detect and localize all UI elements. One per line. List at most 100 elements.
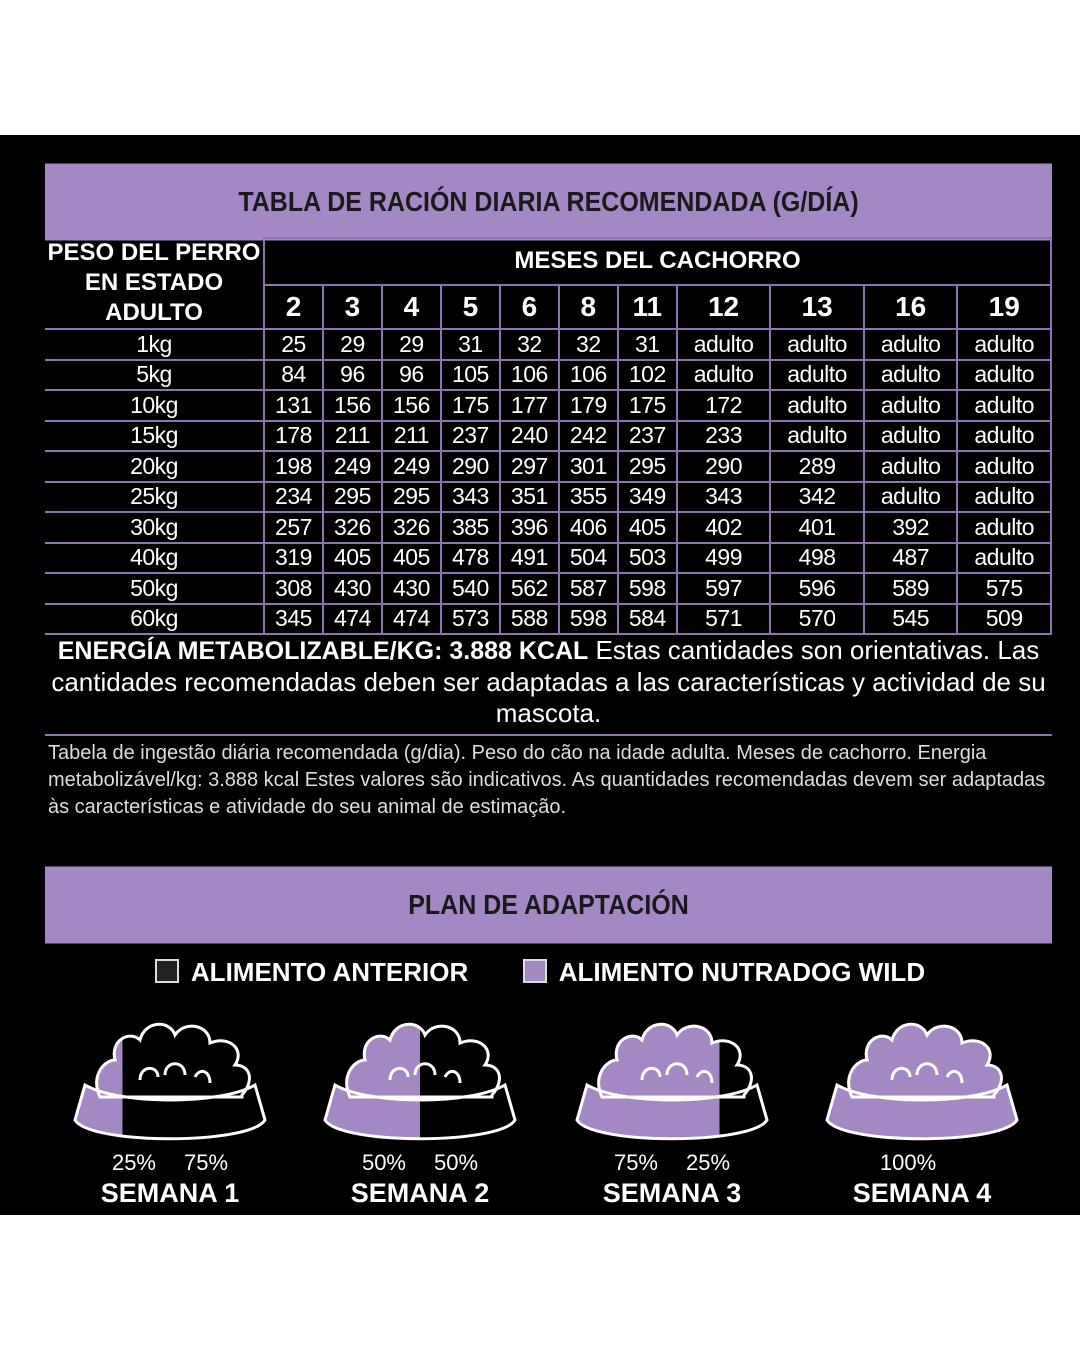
previous-food-percent: 50% xyxy=(434,1150,479,1175)
weight-cell: 10kg xyxy=(45,389,265,422)
ration-cell: 31 xyxy=(616,328,678,361)
ration-cell: 295 xyxy=(380,480,442,513)
table-row: 40kg 319 405 405 478 491 504 503 499 498 487 adulto xyxy=(45,541,1052,574)
week-label: SEMANA 4 xyxy=(852,1178,992,1208)
ration-cell: 503 xyxy=(616,541,678,574)
legend-swatch-new xyxy=(522,959,547,983)
ration-cell: 301 xyxy=(557,450,619,483)
table-row: 10kg 131 156 156 175 177 179 175 172 adulto adulto… xyxy=(45,389,1052,422)
weight-header-line2: EN ESTADO ADULTO xyxy=(84,269,224,326)
month-header: 6 xyxy=(498,283,560,331)
ration-cell: 405 xyxy=(321,541,383,574)
ration-cell: 211 xyxy=(321,419,383,452)
ration-cell: 342 xyxy=(769,480,865,513)
ration-cell: 29 xyxy=(321,328,383,361)
ration-cell: 290 xyxy=(439,450,501,483)
table-row: 30kg 257 326 326 385 396 406 405 402 401 392 adulto xyxy=(45,511,1052,544)
ration-cell: 96 xyxy=(380,358,442,391)
week-label: SEMANA 2 xyxy=(350,1178,490,1208)
new-food-percent: 75% xyxy=(613,1150,658,1175)
ration-cell: adulto xyxy=(769,419,865,452)
ration-cell: 355 xyxy=(557,480,619,513)
ration-cell: adulto xyxy=(956,480,1052,513)
ration-cell: 102 xyxy=(616,358,678,391)
ration-cell: 211 xyxy=(380,419,442,452)
table-row: 25kg 234 295 295 343 351 355 349 343 342 adulto adu… xyxy=(45,480,1052,513)
ration-cell: 156 xyxy=(380,389,442,422)
ration-cell: 105 xyxy=(439,358,501,391)
ration-cell: 297 xyxy=(498,450,560,483)
ration-cell: adulto xyxy=(956,328,1052,361)
week-bowl: 75% 25% SEMANA 3 xyxy=(572,1005,772,1209)
ration-cell: 575 xyxy=(956,572,1052,605)
week-bowl: 50% 50% SEMANA 2 xyxy=(320,1005,520,1209)
ration-cell: 106 xyxy=(557,358,619,391)
week-bowl: 100% SEMANA 4 xyxy=(822,1005,1022,1209)
week-label: SEMANA 3 xyxy=(602,1178,742,1208)
new-food-percent: 25% xyxy=(111,1150,156,1175)
month-header: 16 xyxy=(862,283,959,331)
ration-cell: adulto xyxy=(956,511,1052,544)
week-label: SEMANA 1 xyxy=(100,1178,240,1208)
month-header: 8 xyxy=(557,283,619,331)
ration-cell: 406 xyxy=(557,511,619,544)
bowl-icon xyxy=(575,1022,769,1141)
ration-cell: 319 xyxy=(263,541,324,574)
month-header: 11 xyxy=(616,283,678,331)
ration-cell: 343 xyxy=(439,480,501,513)
month-header: 19 xyxy=(956,283,1052,331)
ration-cell: 237 xyxy=(616,419,678,452)
ration-cell: 106 xyxy=(498,358,560,391)
ration-cell: adulto xyxy=(956,419,1052,452)
ration-cell: 326 xyxy=(380,511,442,544)
ration-cell: 401 xyxy=(769,511,865,544)
plan-title: PLAN DE ADAPTACIÓN xyxy=(45,866,1052,944)
weight-cell: 30kg xyxy=(45,511,265,544)
weight-cell: 50kg xyxy=(45,572,265,605)
ration-cell: 402 xyxy=(675,511,772,544)
ration-cell: 179 xyxy=(557,389,619,422)
ration-cell: 326 xyxy=(321,511,383,544)
ration-cell: adulto xyxy=(769,328,865,361)
month-header: 12 xyxy=(675,283,772,331)
month-header: 3 xyxy=(321,283,383,331)
ration-cell: 589 xyxy=(862,572,959,605)
ration-cell: 499 xyxy=(675,541,772,574)
ration-cell: 131 xyxy=(263,389,324,422)
weight-cell: 5kg xyxy=(45,358,265,391)
ration-cell: 509 xyxy=(956,602,1052,635)
ration-cell: 351 xyxy=(498,480,560,513)
bowl-icon xyxy=(825,1022,1019,1141)
ration-table: PESO DEL PERRO EN ESTADO ADULTO MESES DEL… xyxy=(45,237,1052,635)
ration-cell: 31 xyxy=(439,328,501,361)
ration-cell: adulto xyxy=(862,328,959,361)
ration-cell: 540 xyxy=(439,572,501,605)
table-row: 1kg 25 29 29 31 32 32 31 adulto adulto adulto adult… xyxy=(45,328,1052,361)
ration-cell: 430 xyxy=(380,572,442,605)
new-food-percent: 100% xyxy=(879,1150,937,1175)
legend-new: ALIMENTO NUTRADOG WILD xyxy=(558,957,926,987)
ration-cell: 405 xyxy=(380,541,442,574)
bowl-icon xyxy=(323,1022,517,1141)
weight-cell: 15kg xyxy=(45,419,265,452)
ration-cell: 343 xyxy=(675,480,772,513)
ration-cell: 487 xyxy=(862,541,959,574)
divider xyxy=(45,734,1052,736)
previous-food-percent: 25% xyxy=(686,1150,731,1175)
ration-cell: 240 xyxy=(498,419,560,452)
week-bowl: 25% 75% SEMANA 1 xyxy=(70,1005,270,1209)
ration-cell: 573 xyxy=(439,602,501,635)
ration-cell: 178 xyxy=(263,419,324,452)
ration-cell: 233 xyxy=(675,419,772,452)
ration-cell: 295 xyxy=(616,450,678,483)
legend-swatch-previous xyxy=(154,959,179,983)
ration-cell: 504 xyxy=(557,541,619,574)
ration-cell: 571 xyxy=(675,602,772,635)
table-row: 60kg 345 474 474 573 588 598 584 571 570 545 509 xyxy=(45,602,1052,635)
ration-cell: 498 xyxy=(769,541,865,574)
ration-cell: 545 xyxy=(862,602,959,635)
ration-cell: adulto xyxy=(956,389,1052,422)
feeding-guide-panel: TABLA DE RACIÓN DIARIA RECOMENDADA (G/DÍ… xyxy=(0,135,1080,1215)
ration-cell: 177 xyxy=(498,389,560,422)
portuguese-note: Tabela de ingestão diária recomendada (g… xyxy=(48,742,1046,818)
